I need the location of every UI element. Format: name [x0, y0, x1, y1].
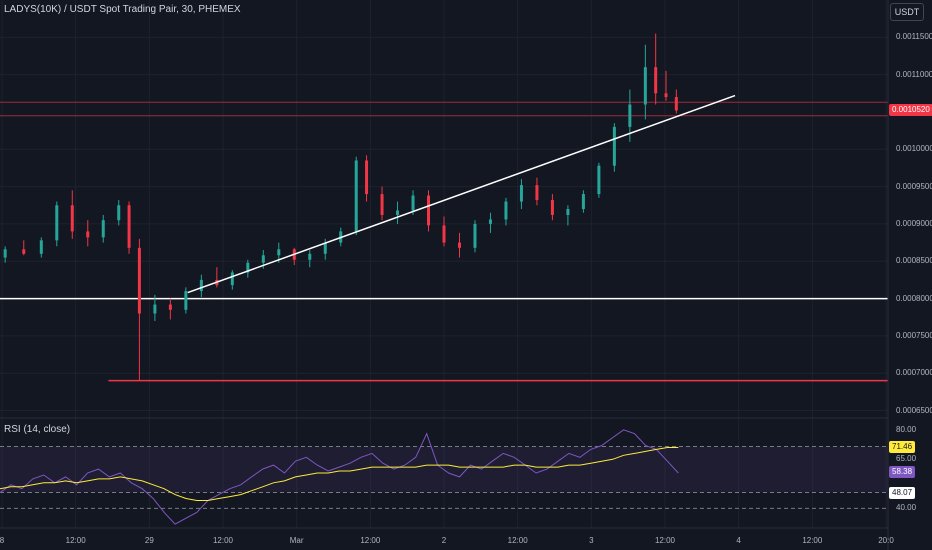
rsi-tick-label: 40.00: [896, 503, 917, 513]
time-tick-label: 12:00: [65, 536, 86, 545]
price-tick-label: 0.0007500: [896, 330, 932, 340]
horizontal-levels: [0, 101, 888, 382]
time-tick-label: 4: [736, 536, 741, 545]
candle-body: [55, 205, 59, 241]
candle-body: [127, 205, 131, 248]
trendline[interactable]: [187, 94, 736, 294]
price-tick-label: 0.0009500: [896, 181, 932, 191]
candle-body: [654, 67, 658, 94]
time-tick-label: 12:00: [654, 536, 676, 545]
time-tick-label: 3: [589, 536, 594, 545]
candle-body: [153, 304, 157, 314]
price-tick-label: 0.0010000: [896, 144, 932, 154]
price-tick-label: 0.0006500: [896, 405, 932, 415]
candle-body: [246, 262, 250, 273]
candle-body: [117, 205, 121, 221]
candle-body: [442, 225, 446, 243]
price-tick-label: 0.0007000: [896, 368, 932, 378]
candle-body: [70, 205, 74, 232]
candle-body: [380, 194, 384, 215]
candle-body: [22, 249, 26, 254]
rsi-moving-average-line: [0, 447, 679, 501]
time-tick-label: 12:00: [360, 536, 381, 545]
candle-body: [581, 194, 585, 209]
rsi-legend-label: RSI (14, close): [4, 424, 71, 435]
time-tick-label: 29: [144, 536, 154, 545]
candle-body: [354, 160, 358, 232]
candle-body: [168, 304, 172, 310]
candle-body: [3, 249, 7, 258]
candles: [3, 33, 678, 381]
rsi-panel: [0, 429, 888, 525]
candle-body: [550, 200, 554, 215]
rsi-value-badge-white: 48.07: [889, 486, 916, 499]
candle-body: [277, 249, 281, 256]
candle-body: [488, 219, 492, 224]
chart-title: LADYS(10K) / USDT Spot Trading Pair, 30,…: [4, 4, 241, 15]
grid-lines: [0, 0, 888, 528]
candle-body: [39, 240, 43, 254]
rsi-value-badge-purple: 58.38: [889, 466, 916, 479]
candle-body: [230, 272, 234, 286]
last-price-badge: 0.0010520: [889, 104, 932, 117]
candle-body: [597, 165, 601, 195]
candle-body: [411, 195, 415, 211]
time-tick-label: 12:00: [212, 536, 234, 545]
ascending-trendline: [187, 94, 736, 294]
candle-body: [674, 97, 678, 111]
time-tick-label: 12:00: [802, 536, 823, 545]
price-tick-label: 0.0011000: [896, 69, 932, 79]
rsi-tick-label: 65.00: [896, 454, 917, 464]
candle-body: [566, 209, 570, 215]
rsi-tick-label: 80.00: [896, 424, 917, 434]
price-tick-label: 0.0008500: [896, 256, 932, 266]
candle-body: [519, 185, 523, 202]
time-tick-label: 12:00: [507, 536, 528, 545]
candle-body: [427, 195, 431, 226]
candle-body: [365, 160, 369, 195]
candle-body: [184, 291, 188, 310]
candle-body: [137, 247, 141, 314]
candle-body: [101, 220, 105, 238]
candle-body: [308, 253, 312, 260]
candle-body: [504, 201, 508, 220]
candle-body: [473, 223, 477, 248]
price-tick-label: 0.0008000: [896, 293, 932, 303]
candle-body: [396, 210, 400, 215]
price-tick-label: 0.0011500: [896, 32, 932, 42]
time-tick-label: 20:0: [878, 536, 894, 545]
time-tick-label: Mar: [289, 536, 304, 545]
candle-body: [86, 231, 90, 238]
rsi-line: [0, 429, 679, 525]
price-tick-label: 0.0009000: [896, 218, 932, 228]
time-tick-label: 2: [441, 536, 447, 545]
candle-body: [643, 67, 647, 105]
rsi-value-badge-yellow: 71.46: [889, 440, 916, 453]
candle-body: [628, 104, 632, 127]
candle-body: [535, 185, 539, 201]
time-tick-label: 8: [0, 536, 5, 545]
candle-body: [199, 279, 203, 292]
candle-body: [664, 93, 668, 98]
currency-button[interactable]: USDT: [890, 3, 924, 21]
candle-body: [323, 242, 327, 254]
candle-body: [261, 255, 265, 263]
candle-body: [457, 242, 461, 248]
candle-body: [612, 126, 616, 166]
